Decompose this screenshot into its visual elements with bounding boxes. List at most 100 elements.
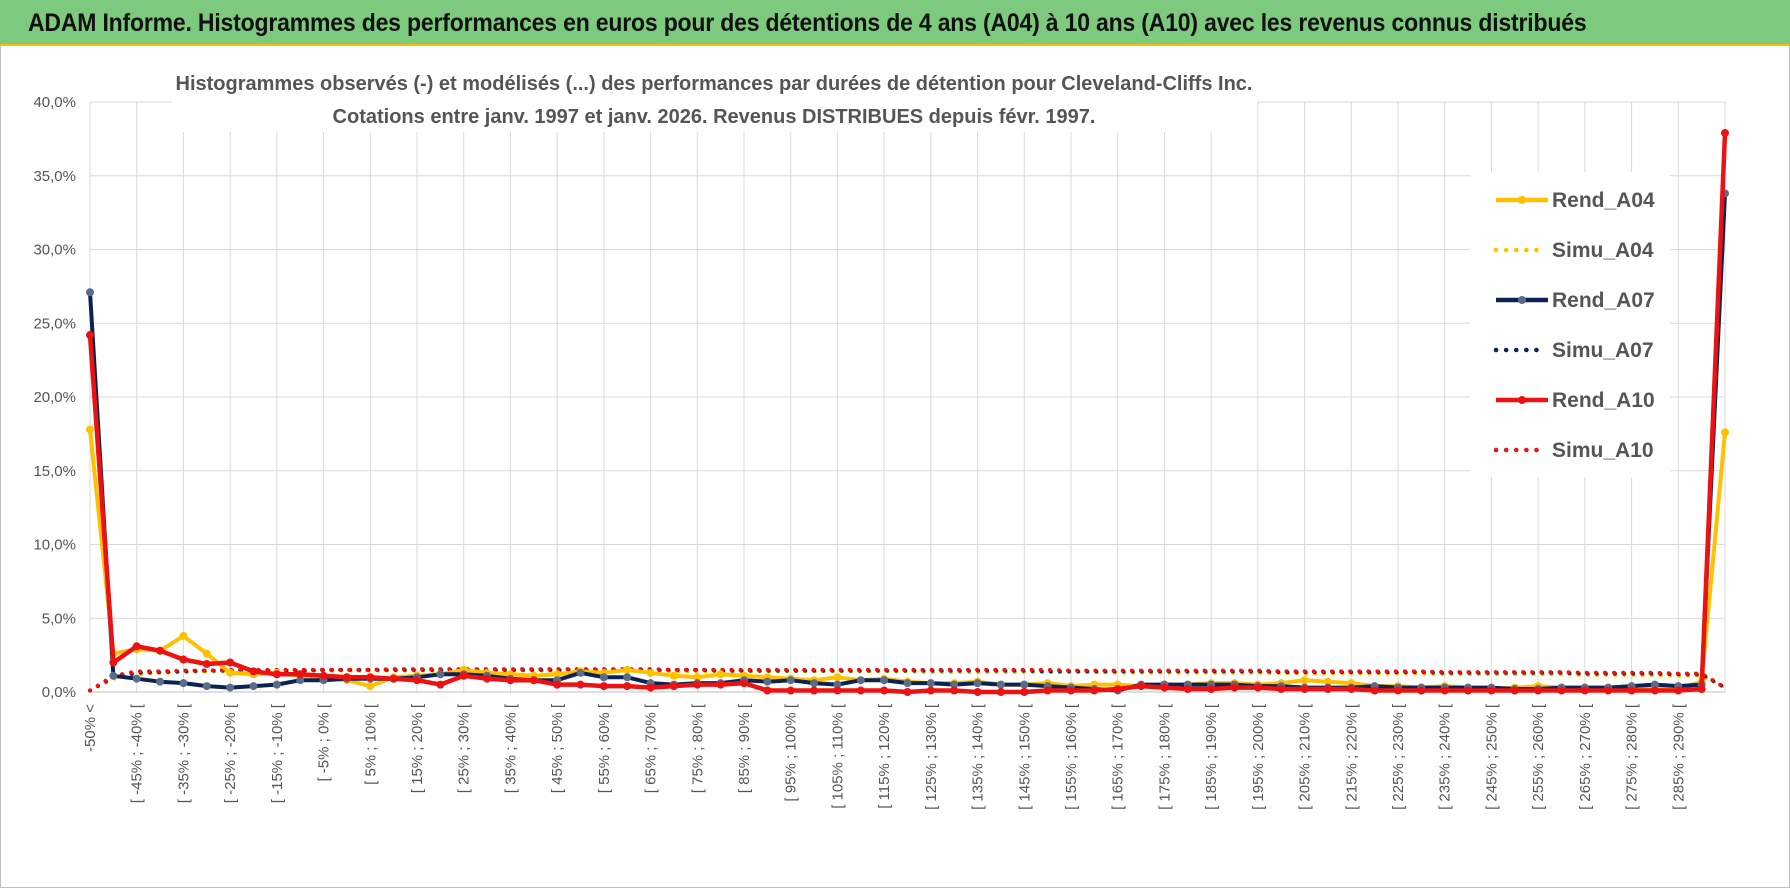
- data-point: [202, 649, 211, 658]
- banner-title: ADAM Informe. Histogrammes des performan…: [28, 9, 1587, 37]
- data-point: [973, 679, 982, 688]
- x-tick-label: [ 125% ; 130% [: [923, 703, 940, 810]
- legend-item-Rend_A10: Rend_A10: [1496, 389, 1655, 412]
- data-point: [249, 667, 258, 676]
- data-point: [880, 676, 889, 685]
- data-point: [950, 686, 959, 695]
- legend-label: Rend_A10: [1552, 389, 1655, 412]
- data-point: [366, 682, 375, 691]
- data-point: [856, 676, 865, 685]
- x-tick-label: [ -35% ; -30% [: [175, 703, 192, 803]
- legend-label: Rend_A07: [1552, 289, 1655, 312]
- data-point: [1183, 685, 1192, 694]
- data-point: [1697, 685, 1706, 694]
- x-tick-label: [ 105% ; 110% [: [829, 703, 846, 809]
- data-point: [786, 676, 795, 685]
- data-point: [1440, 686, 1449, 695]
- x-tick-label: [ 225% ; 230% [: [1390, 703, 1407, 810]
- x-tick-label: [ 185% ; 190% [: [1203, 703, 1220, 810]
- legend-item-Rend_A07: Rend_A07: [1496, 289, 1655, 312]
- chart-series: [86, 128, 1729, 696]
- x-tick-label: [ 155% ; 160% [: [1063, 703, 1080, 810]
- y-tick-label: 15,0%: [33, 463, 76, 480]
- data-point: [1627, 686, 1636, 695]
- x-tick-label: [ 15% ; 20% [: [409, 703, 426, 793]
- x-axis-ticks: -50% < [ -45% ; -40% [[ -35% ; -30% [[ -2…: [82, 703, 1687, 810]
- data-point: [1323, 677, 1332, 686]
- legend-item-Rend_A04: Rend_A04: [1496, 189, 1655, 212]
- data-point: [1277, 685, 1286, 694]
- data-point: [833, 686, 842, 695]
- data-point: [109, 658, 118, 667]
- data-point: [576, 668, 585, 677]
- data-point: [1510, 686, 1519, 695]
- data-point: [1020, 680, 1029, 689]
- data-point: [342, 673, 351, 682]
- data-point: [623, 665, 632, 674]
- data-point: [202, 659, 211, 668]
- data-point: [1253, 683, 1262, 692]
- data-point: [272, 680, 281, 689]
- data-point: [599, 682, 608, 691]
- data-point: [973, 688, 982, 696]
- data-point: [950, 680, 959, 689]
- data-point: [389, 674, 398, 683]
- data-point: [576, 680, 585, 689]
- series-Simu_A07: [88, 667, 1727, 693]
- x-tick-label: [ 95% ; 100% [: [783, 703, 800, 801]
- data-point: [926, 679, 935, 688]
- legend-marker: [1518, 396, 1526, 404]
- x-tick-label: [ -45% ; -40% [: [129, 703, 146, 803]
- x-tick-label: [ 25% ; 30% [: [456, 703, 473, 793]
- data-point: [86, 288, 94, 297]
- data-point: [249, 682, 258, 691]
- data-point: [86, 331, 94, 340]
- data-point: [483, 674, 492, 683]
- data-point: [1347, 685, 1356, 694]
- data-point: [179, 631, 188, 640]
- x-tick-label: [ 45% ; 50% [: [549, 703, 566, 793]
- data-point: [810, 686, 819, 695]
- x-tick-label: [ 215% ; 220% [: [1343, 703, 1360, 810]
- data-point: [156, 646, 165, 655]
- data-point: [763, 677, 772, 686]
- series-line: [88, 667, 1727, 693]
- data-point: [1580, 686, 1589, 695]
- data-point: [1230, 683, 1239, 692]
- series-Simu_A04: [88, 668, 1727, 693]
- data-point: [1604, 686, 1613, 695]
- legend-item-Simu_A07: Simu_A07: [1493, 339, 1654, 362]
- data-point: [1300, 685, 1309, 694]
- x-tick-label: [ 85% ; 90% [: [736, 703, 753, 793]
- y-tick-label: 10,0%: [33, 537, 76, 554]
- data-point: [1137, 682, 1146, 691]
- data-point: [1487, 686, 1496, 695]
- data-point: [1370, 686, 1379, 695]
- data-point: [903, 688, 912, 696]
- legend-label: Rend_A04: [1552, 189, 1655, 212]
- x-tick-label: [ 285% ; 290% [: [1670, 703, 1687, 810]
- data-point: [1020, 688, 1029, 696]
- x-tick-label: [ 65% ; 70% [: [643, 703, 660, 793]
- data-point: [1417, 686, 1426, 695]
- legend-marker: [1518, 196, 1526, 204]
- data-point: [623, 682, 632, 691]
- data-point: [553, 680, 562, 689]
- x-tick-label: [ 165% ; 170% [: [1110, 703, 1127, 810]
- data-point: [436, 680, 445, 689]
- data-point: [996, 680, 1005, 689]
- data-point: [366, 673, 375, 682]
- x-tick-label: [ 195% ; 200% [: [1250, 703, 1267, 810]
- y-tick-label: 0,0%: [42, 684, 76, 701]
- series-line: [88, 668, 1727, 693]
- data-point: [716, 670, 725, 679]
- data-point: [413, 676, 421, 685]
- legend-item-Simu_A04: Simu_A04: [1493, 239, 1654, 262]
- data-point: [1113, 685, 1122, 694]
- data-point: [996, 688, 1005, 696]
- x-tick-label: [ 35% ; 40% [: [502, 703, 519, 793]
- data-point: [903, 679, 912, 688]
- chart-title: Histogrammes observés (-) et modélisés (…: [176, 73, 1253, 95]
- y-tick-label: 20,0%: [33, 389, 76, 406]
- data-point: [1557, 686, 1566, 695]
